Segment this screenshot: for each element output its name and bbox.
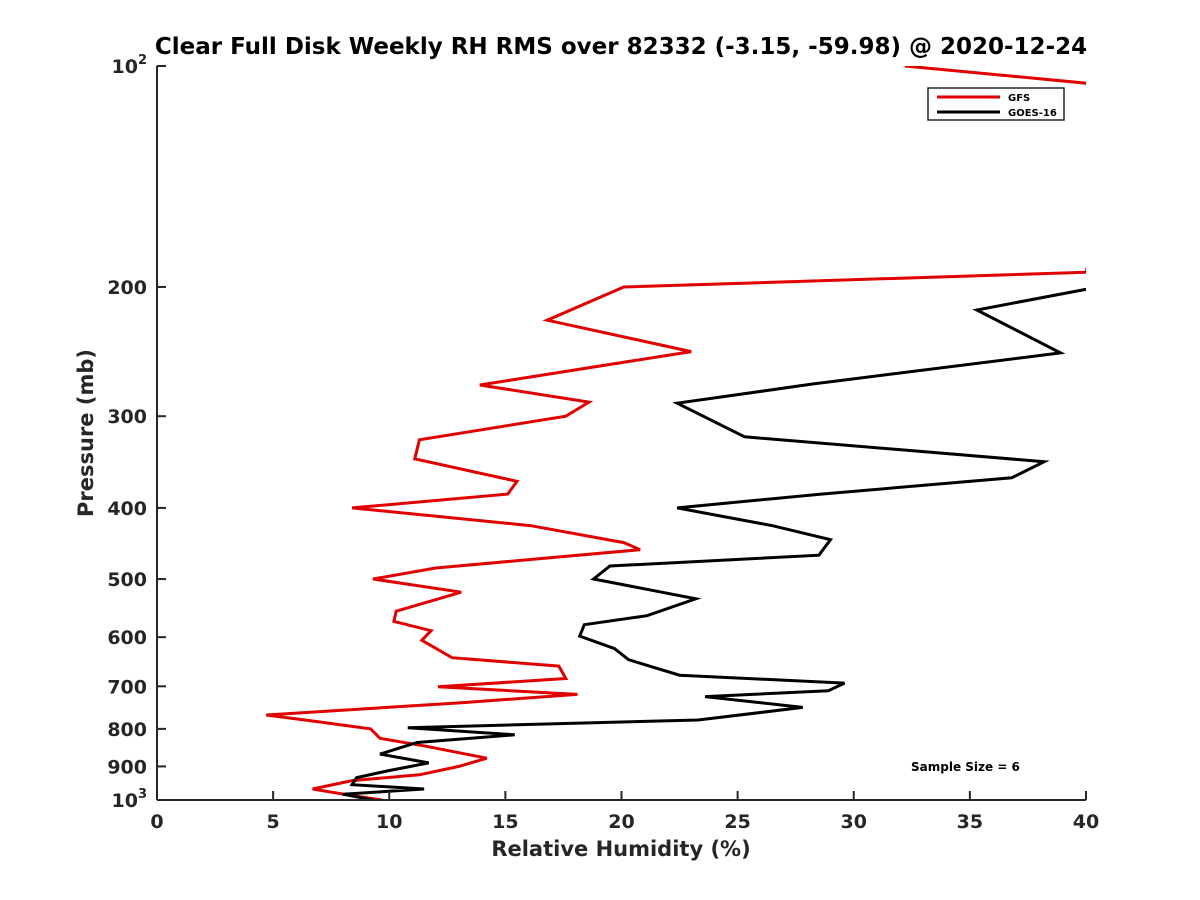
series-layer: [266, 66, 1086, 800]
x-tick-label: 35: [957, 811, 983, 833]
y-tick-label: 500: [107, 569, 147, 591]
x-tick-label: 15: [492, 811, 518, 833]
y-tick-label: 700: [107, 676, 147, 698]
x-tick-label: 5: [267, 811, 280, 833]
x-tick-label: 25: [724, 811, 750, 833]
legend: GFS GOES-16: [927, 87, 1065, 121]
y-tick-label: 300: [107, 406, 147, 428]
x-tick-label: 0: [150, 811, 163, 833]
tick-labels: 0 5 10 15 20 25 30 35 40 102 200 300 400 500 600 700 800…: [107, 53, 1099, 833]
x-tick-label: 10: [376, 811, 402, 833]
y-tick-label: 103: [112, 787, 148, 812]
y-tick-label: 400: [107, 498, 147, 520]
sample-size-annotation: Sample Size = 6: [911, 760, 1020, 774]
chart-title: Clear Full Disk Weekly RH RMS over 82332…: [155, 34, 1087, 60]
y-tick-label: 600: [107, 627, 147, 649]
y-tick-label: 800: [107, 719, 147, 741]
x-tick-label: 20: [608, 811, 634, 833]
x-axis-label: Relative Humidity (%): [491, 837, 750, 861]
legend-box: [927, 87, 1065, 121]
axes: [156, 65, 1087, 801]
legend-label: GFS: [1008, 93, 1030, 104]
y-tick-label: 200: [107, 277, 147, 299]
x-tick-label: 30: [841, 811, 867, 833]
y-axis-label: Pressure (mb): [74, 349, 98, 517]
x-tick-label: 40: [1073, 811, 1099, 833]
legend-label: GOES-16: [1008, 108, 1057, 119]
series-line-goes-16: [342, 287, 1086, 800]
y-tick-label: 900: [107, 756, 147, 778]
series-line-gfs: [266, 66, 1086, 800]
y-tick-label: 102: [112, 53, 148, 78]
